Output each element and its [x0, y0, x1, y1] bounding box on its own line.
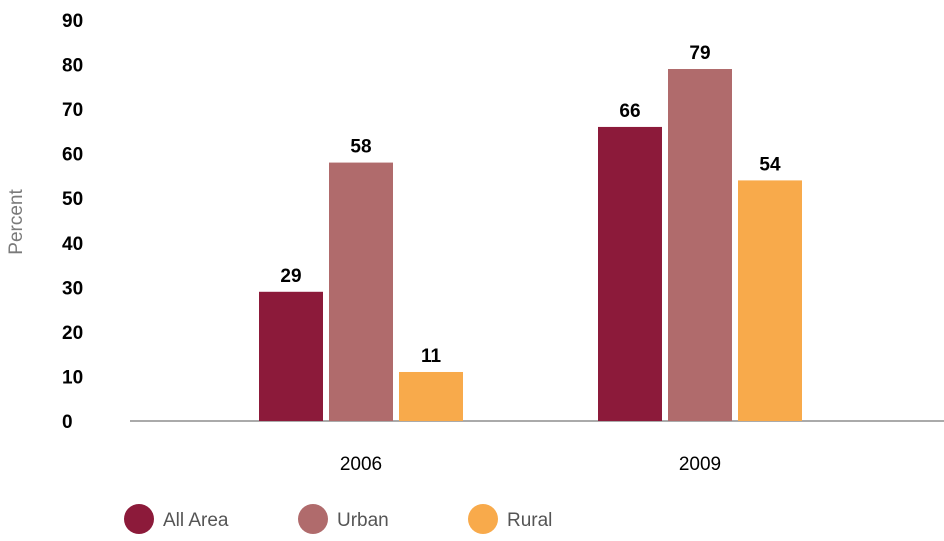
bar-urban-2009	[668, 69, 732, 421]
data-label: 58	[350, 137, 371, 158]
bar-rural-2006	[399, 371, 463, 421]
y-tick-label: 60	[62, 145, 83, 166]
bar-urban-2006	[329, 162, 393, 422]
legend-label: Rural	[507, 510, 552, 531]
legend-label: Urban	[337, 510, 389, 531]
x-tick-label: 2009	[679, 454, 721, 475]
data-label: 11	[421, 346, 442, 367]
y-tick-label: 80	[62, 56, 83, 77]
y-tick-label: 40	[62, 234, 83, 255]
y-tick-label: 0	[62, 412, 73, 433]
bar-all-area-2009	[598, 126, 662, 421]
legend-item-rural: Rural	[468, 504, 552, 534]
bar-rural-2009	[738, 180, 802, 421]
legend-item-all-area: All Area	[124, 504, 229, 534]
y-tick-label: 70	[62, 100, 83, 121]
y-tick-label: 30	[62, 278, 83, 299]
legend-swatch	[298, 504, 328, 534]
data-label: 79	[689, 43, 710, 64]
legend-item-urban: Urban	[298, 504, 389, 534]
legend-swatch	[124, 504, 154, 534]
bar-all-area-2006	[259, 291, 323, 421]
y-tick-label: 10	[62, 367, 83, 388]
y-tick-label: 50	[62, 189, 83, 210]
legend: All Area Urban Rural	[124, 504, 552, 534]
y-axis-label: Percent	[6, 189, 27, 255]
bars	[259, 69, 802, 422]
data-label: 66	[619, 101, 640, 122]
legend-label: All Area	[163, 510, 229, 531]
x-tick-label: 2006	[340, 454, 382, 475]
legend-swatch	[468, 504, 498, 534]
data-labels: 29 58 11 66 79 54	[280, 43, 781, 367]
data-label: 29	[280, 266, 301, 287]
y-tick-label: 20	[62, 323, 83, 344]
data-label: 54	[759, 154, 781, 175]
x-axis-ticks: 2006 2009	[340, 454, 721, 475]
y-axis-ticks: 0 10 20 30 40 50 60 70 80 90	[62, 11, 83, 433]
y-tick-label: 90	[62, 11, 83, 32]
